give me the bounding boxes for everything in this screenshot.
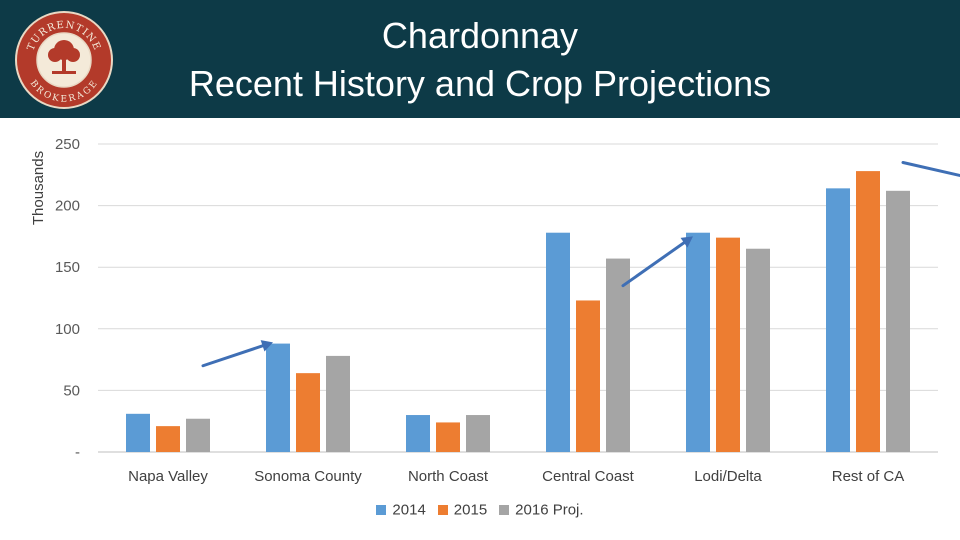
bar-2016-proj-	[886, 190, 910, 452]
bar-2016-proj-	[186, 418, 210, 452]
x-tick-label: Lodi/Delta	[694, 468, 762, 485]
trend-arrow-icon	[201, 340, 273, 368]
trend-arrows	[201, 160, 960, 368]
x-tick-label: Central Coast	[542, 468, 635, 485]
arrow-head	[260, 340, 273, 352]
gridlines	[98, 143, 938, 453]
arrow-shaft	[901, 160, 960, 178]
bar-2015	[296, 373, 320, 452]
legend-swatch	[376, 505, 387, 516]
bar-2016-proj-	[466, 415, 490, 452]
bar-2015	[856, 171, 880, 452]
bar-chart: - 50 100 150 200 250 Thousands Napa Valley Son…	[30, 136, 960, 485]
title-line-1: Chardonnay	[381, 15, 579, 56]
arrow-shaft	[621, 241, 686, 288]
y-axis-label: Thousands	[30, 151, 47, 225]
y-axis-ticks: - 50 100 150 200 250	[55, 136, 80, 461]
turrentine-brokerage-logo: TURRENTINE BROKERAGE	[15, 11, 113, 109]
legend-label: 2016 Proj.	[515, 501, 584, 519]
y-tick-label: 150	[55, 259, 80, 276]
chart-legend: 2014 2015 2016 Proj.	[0, 501, 960, 519]
bar-2016-proj-	[606, 258, 630, 452]
x-tick-label: Napa Valley	[128, 468, 208, 485]
x-tick-label: Rest of CA	[832, 468, 905, 485]
legend-label: 2015	[453, 501, 488, 519]
bar-2016-proj-	[326, 355, 350, 452]
legend-swatch	[499, 505, 510, 516]
y-tick-label: 100	[55, 321, 80, 338]
legend-item: 2016 Proj.	[499, 501, 584, 519]
legend-item: 2014	[376, 501, 426, 519]
arrow-head	[680, 236, 693, 248]
legend-item: 2015	[437, 501, 488, 519]
bar-2014	[406, 415, 430, 452]
y-tick-label: 200	[55, 198, 80, 215]
x-tick-label: Sonoma County	[254, 468, 362, 485]
title-line-2: Recent History and Crop Projections	[188, 63, 772, 104]
bar-2016-proj-	[746, 248, 770, 452]
bar-2014	[546, 232, 570, 452]
tree-icon	[48, 40, 80, 74]
y-tick-label: 250	[55, 136, 80, 153]
bar-2014	[266, 343, 290, 452]
bar-2015	[436, 422, 460, 452]
bar-2015	[716, 237, 740, 452]
trend-arrow-icon	[901, 160, 960, 178]
bars	[126, 171, 910, 452]
bar-2015	[156, 426, 180, 452]
header-banner: TURRENTINE BROKERAGE Chardonnay Recent H…	[0, 0, 960, 118]
bar-2014	[686, 232, 710, 452]
trend-arrow-icon	[621, 236, 693, 288]
bar-2015	[576, 300, 600, 452]
bar-2014	[126, 413, 150, 452]
y-tick-label: -	[75, 444, 80, 461]
x-axis-ticks: Napa Valley Sonoma County North Coast Centr…	[128, 468, 904, 485]
y-tick-label: 50	[63, 382, 80, 399]
arrow-shaft	[201, 344, 265, 368]
legend-label: 2014	[392, 501, 426, 519]
legend-swatch	[437, 505, 448, 516]
x-tick-label: North Coast	[408, 468, 489, 485]
bar-2014	[826, 188, 850, 452]
